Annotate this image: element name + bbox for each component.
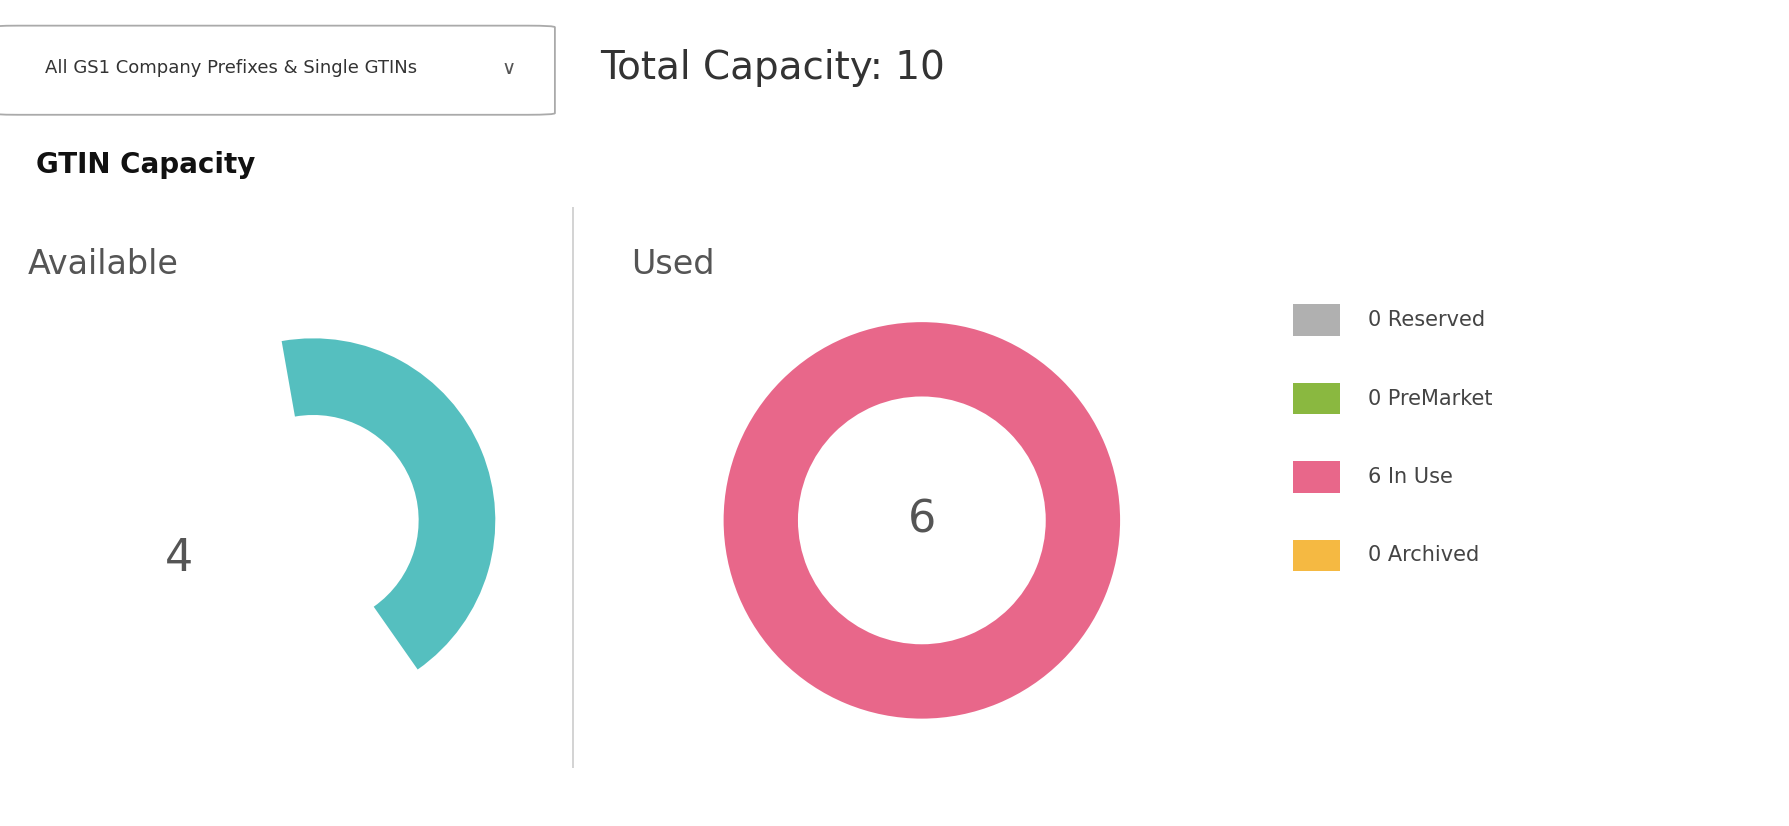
FancyBboxPatch shape bbox=[0, 26, 555, 115]
Text: All GS1 Company Prefixes & Single GTINs: All GS1 Company Prefixes & Single GTINs bbox=[45, 59, 417, 77]
Text: ∨: ∨ bbox=[501, 59, 515, 78]
Text: 0 PreMarket: 0 PreMarket bbox=[1367, 388, 1492, 409]
Text: Available: Available bbox=[29, 248, 179, 281]
FancyBboxPatch shape bbox=[1293, 304, 1340, 335]
Text: 0 Archived: 0 Archived bbox=[1367, 545, 1478, 566]
FancyBboxPatch shape bbox=[1293, 382, 1340, 414]
Text: 0 Reserved: 0 Reserved bbox=[1367, 310, 1485, 330]
Text: Total Capacity: 10: Total Capacity: 10 bbox=[599, 49, 945, 87]
Wedge shape bbox=[281, 339, 496, 670]
FancyBboxPatch shape bbox=[1293, 461, 1340, 492]
Text: 6: 6 bbox=[907, 499, 936, 542]
Text: GTIN Capacity: GTIN Capacity bbox=[36, 151, 256, 179]
Text: 6 In Use: 6 In Use bbox=[1367, 467, 1453, 487]
Wedge shape bbox=[723, 322, 1120, 719]
Text: 4: 4 bbox=[165, 537, 193, 580]
Text: Used: Used bbox=[630, 248, 714, 281]
FancyBboxPatch shape bbox=[1293, 540, 1340, 572]
